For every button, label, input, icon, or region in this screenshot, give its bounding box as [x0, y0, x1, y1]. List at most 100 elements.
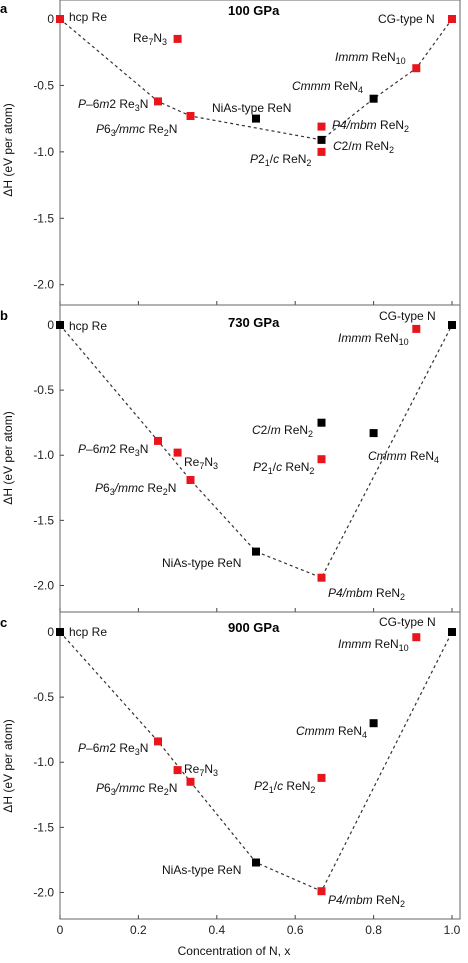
label-hcp-re: hcp Re: [69, 625, 107, 639]
panel-a-letter: a: [0, 1, 8, 16]
label-cmmm-ren4: Cmmm ReN4: [292, 79, 363, 95]
label-p4mbm-ren2: P4/mbm ReN2: [328, 586, 405, 602]
panel-a-y-ticks: 0 -0.5 -1.0 -1.5 -2.0: [33, 12, 64, 292]
x-tick-label: 0.8: [365, 923, 382, 937]
label-p63mmc-re2n: P63/mmc Re2N: [96, 781, 177, 797]
y-tick-label: 0: [47, 318, 54, 332]
data-point-p-6m2-re3n: [154, 737, 162, 746]
label-immm-ren10: Immm ReN10: [338, 637, 409, 653]
x-tick-label: 0.4: [208, 923, 225, 937]
data-point-p63-mmc-re2n: [186, 777, 195, 786]
panel-c-hull-line: [59, 631, 453, 892]
panel-c-letter: c: [0, 615, 7, 630]
data-point-p63-mmc-re2n: [186, 476, 195, 484]
data-point-cg-type-n: [448, 628, 456, 636]
y-tick-label: -2.0: [33, 578, 54, 592]
label-p63mmc-re2n: P63/mmc Re2N: [95, 481, 176, 497]
label-cmmm-ren4: Cmmm ReN4: [368, 449, 439, 465]
data-point-p21-c-ren2: [317, 773, 326, 782]
label-p4mbm-ren2: P4/mbm ReN2: [328, 893, 405, 909]
panel-c: c 900 GPa 0 -0.5 -1.0 -1.5 -2.0 0 0.2 0.4 0.6 0.…: [0, 611, 461, 937]
panel-a-labels: hcp Re Re7N3 P–6m2 Re3N P63/mmc Re2N NiA…: [69, 10, 435, 168]
data-point-p-6m2-re3n: [154, 436, 162, 445]
panel-a: a 100 GPa 0 -0.5 -1.0 -1.5 -2.0 hcp Re Re7N3…: [0, 0, 461, 306]
label-p4mbm-ren2: P4/mbm ReN2: [332, 118, 409, 134]
panel-b-hull-line: [59, 324, 453, 579]
data-point-hcp-re: [56, 628, 64, 636]
label-re7n3: Re7N3: [184, 762, 218, 778]
data-point-cg-type-n: [448, 15, 456, 23]
y-tick-label: -1.0: [33, 145, 54, 159]
y-tick-label: -1.0: [33, 755, 54, 769]
label-c2m-ren2: C2/m ReN2: [252, 423, 313, 439]
panel-a-x-ticks: [59, 301, 453, 305]
data-point-cmmm-ren4: [369, 719, 378, 728]
y-tick-label: 0: [47, 625, 54, 639]
data-point-nias-type-ren: [252, 114, 260, 123]
label-p6m2-re3n: P–6m2 Re3N: [78, 442, 148, 458]
data-point-immm-ren10: [412, 64, 421, 73]
data-point-nias-type-ren: [252, 547, 260, 556]
label-immm-ren10: Immm ReN10: [338, 331, 409, 347]
panel-b-x-ticks: [59, 608, 453, 612]
label-hcp-re: hcp Re: [69, 10, 107, 24]
panel-c-frame: [59, 611, 461, 920]
panel-b-frame: [59, 304, 461, 613]
data-point-p-6m2-re3n: [154, 97, 162, 106]
panel-c-points: [56, 628, 456, 896]
data-point-c2-m-ren2: [317, 418, 326, 427]
y-tick-label: -1.5: [33, 211, 54, 225]
panel-b-labels: hcp Re CG-type N Immm ReN10 C2/m ReN2 Cm…: [69, 309, 439, 602]
data-point-immm-ren10: [412, 324, 421, 333]
label-cmmm-ren4: Cmmm ReN4: [296, 724, 367, 740]
x-tick-label: 0.2: [130, 923, 147, 937]
panel-c-title: 900 GPa: [228, 620, 280, 635]
y-tick-label: -0.5: [33, 383, 54, 397]
data-point-p21-c-ren2: [317, 455, 326, 464]
y-axis-title-c: ΔH (eV per atom): [1, 719, 15, 812]
label-cg-n: CG-type N: [378, 12, 435, 26]
panel-b-y-ticks: 0 -0.5 -1.0 -1.5 -2.0: [33, 318, 64, 592]
label-cg-n: CG-type N: [379, 309, 436, 323]
label-immm-ren10: Immm ReN10: [335, 50, 406, 66]
data-point-p4-mbm-ren2: [317, 122, 326, 131]
panel-a-frame: [59, 0, 461, 306]
y-tick-label: -1.0: [33, 448, 54, 462]
label-nias-ren: NiAs-type ReN: [162, 556, 241, 570]
y-axis-title-a: ΔH (eV per atom): [1, 103, 15, 196]
label-p21c-ren2: P21/c ReN2: [253, 460, 314, 476]
label-nias-ren: NiAs-type ReN: [162, 863, 241, 877]
x-axis-title: Concentration of N, x: [178, 944, 291, 958]
y-tick-label: -0.5: [33, 690, 54, 704]
x-tick-label: 1.0: [444, 923, 461, 937]
panel-b-title: 730 GPa: [228, 315, 280, 330]
panel-b: b 730 GPa 0 -0.5 -1.0 -1.5 -2.0 hcp Re CG-ty…: [0, 304, 461, 613]
data-point-p4-mbm-ren2: [317, 887, 326, 896]
y-tick-label: -0.5: [33, 78, 54, 92]
data-point-immm-ren10: [412, 633, 421, 642]
label-re7n3: Re7N3: [184, 455, 218, 471]
panel-a-title: 100 GPa: [228, 3, 280, 18]
y-tick-label: -1.5: [33, 513, 54, 527]
label-p21c-ren2: P21/c ReN2: [250, 152, 311, 168]
panel-b-points: [56, 321, 456, 582]
data-point-re7n3: [173, 448, 182, 457]
x-tick-label: 0.6: [287, 923, 304, 937]
panel-c-y-ticks: 0 -0.5 -1.0 -1.5 -2.0: [33, 625, 64, 899]
data-point-p4-mbm-ren2: [317, 573, 326, 582]
y-tick-label: -1.5: [33, 820, 54, 834]
x-tick-label: 0: [57, 923, 64, 937]
label-p21c-ren2: P21/c ReN2: [254, 779, 315, 795]
panel-b-letter: b: [0, 308, 8, 323]
label-p6m2-re3n: P–6m2 Re3N: [78, 741, 148, 757]
data-point-nias-type-ren: [252, 858, 260, 867]
data-point-hcp-re: [56, 15, 64, 23]
data-point-c2-m-ren2: [317, 135, 326, 144]
data-point-re7n3: [173, 34, 182, 43]
label-re7n3: Re7N3: [133, 31, 167, 47]
panel-c-x-ticks: 0 0.2 0.4 0.6 0.8 1.0: [57, 915, 461, 937]
data-point-hcp-re: [56, 321, 64, 329]
data-point-p21-c-ren2: [317, 147, 326, 156]
